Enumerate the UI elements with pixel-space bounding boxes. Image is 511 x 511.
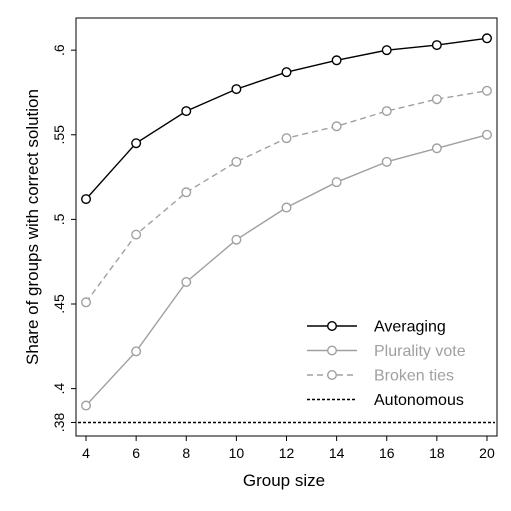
legend: Averaging Plurality vote Broken ties Autono… (307, 319, 466, 409)
data-point-plurality-vote (181, 277, 192, 288)
series-line-averaging (85, 37, 488, 200)
y-tick-label: .6 (51, 44, 67, 56)
legend-marker-averaging (327, 321, 338, 332)
data-point-averaging (131, 138, 142, 149)
data-point-broken-ties (381, 106, 392, 117)
x-tick-label: 4 (82, 445, 90, 461)
data-point-broken-ties (231, 156, 242, 167)
data-point-plurality-vote (81, 400, 92, 411)
y-tick-label: .45 (51, 294, 67, 314)
data-point-averaging (381, 45, 392, 56)
legend-label-averaging: Averaging (374, 319, 446, 336)
data-point-plurality-vote (381, 156, 392, 167)
x-tick-label: 14 (329, 445, 345, 461)
data-point-averaging (431, 40, 442, 51)
data-point-broken-ties (81, 297, 92, 308)
legend-label-plurality-vote: Plurality vote (374, 343, 466, 360)
legend-marker-plurality-vote (327, 345, 338, 356)
data-point-plurality-vote (431, 143, 442, 154)
data-point-averaging (481, 33, 492, 44)
series-line-plurality-vote (85, 134, 488, 406)
series-averaging (81, 33, 492, 205)
y-tick-label: .5 (51, 213, 67, 225)
legend-item-broken-ties: Broken ties (307, 368, 454, 385)
x-tick-label: 20 (479, 445, 495, 461)
x-tick-label: 16 (379, 445, 395, 461)
legend-label-broken-ties: Broken ties (374, 368, 454, 385)
legend-marker-broken-ties (327, 370, 338, 381)
data-point-plurality-vote (331, 177, 342, 188)
y-tick-label: .55 (51, 125, 67, 145)
data-point-plurality-vote (131, 346, 142, 357)
data-point-plurality-vote (281, 202, 292, 213)
y-axis-title: Share of groups with correct solution (23, 89, 42, 365)
data-point-broken-ties (331, 121, 342, 132)
data-point-averaging (231, 84, 242, 95)
data-point-averaging (181, 106, 192, 117)
x-tick-label: 12 (279, 445, 295, 461)
legend-item-plurality-vote: Plurality vote (307, 343, 466, 360)
data-point-plurality-vote (481, 129, 492, 140)
y-axis-ticks: .38 .4 .45 .5 .55 .6 (51, 44, 76, 432)
data-point-broken-ties (281, 133, 292, 144)
data-point-broken-ties (481, 85, 492, 96)
data-point-broken-ties (181, 187, 192, 198)
data-point-broken-ties (431, 94, 442, 105)
data-point-averaging (281, 67, 292, 78)
y-tick-label: .38 (51, 413, 67, 433)
series-plurality-vote (81, 129, 492, 411)
x-axis-title: Group size (243, 471, 325, 490)
x-tick-label: 18 (429, 445, 445, 461)
data-point-plurality-vote (231, 234, 242, 245)
data-point-averaging (331, 55, 342, 66)
y-tick-label: .4 (51, 383, 67, 395)
legend-label-autonomous: Autonomous (374, 392, 464, 409)
x-tick-label: 10 (229, 445, 245, 461)
series-broken-ties (81, 85, 492, 308)
x-tick-label: 6 (132, 445, 140, 461)
series-line-broken-ties (85, 90, 488, 303)
data-point-broken-ties (131, 229, 142, 240)
series-layer (78, 33, 495, 424)
legend-item-averaging: Averaging (307, 319, 446, 336)
data-point-averaging (81, 194, 92, 205)
x-tick-label: 8 (182, 445, 190, 461)
legend-item-autonomous: Autonomous (307, 392, 464, 409)
x-axis-ticks: 4 6 8 10 12 14 16 18 20 (82, 436, 495, 461)
